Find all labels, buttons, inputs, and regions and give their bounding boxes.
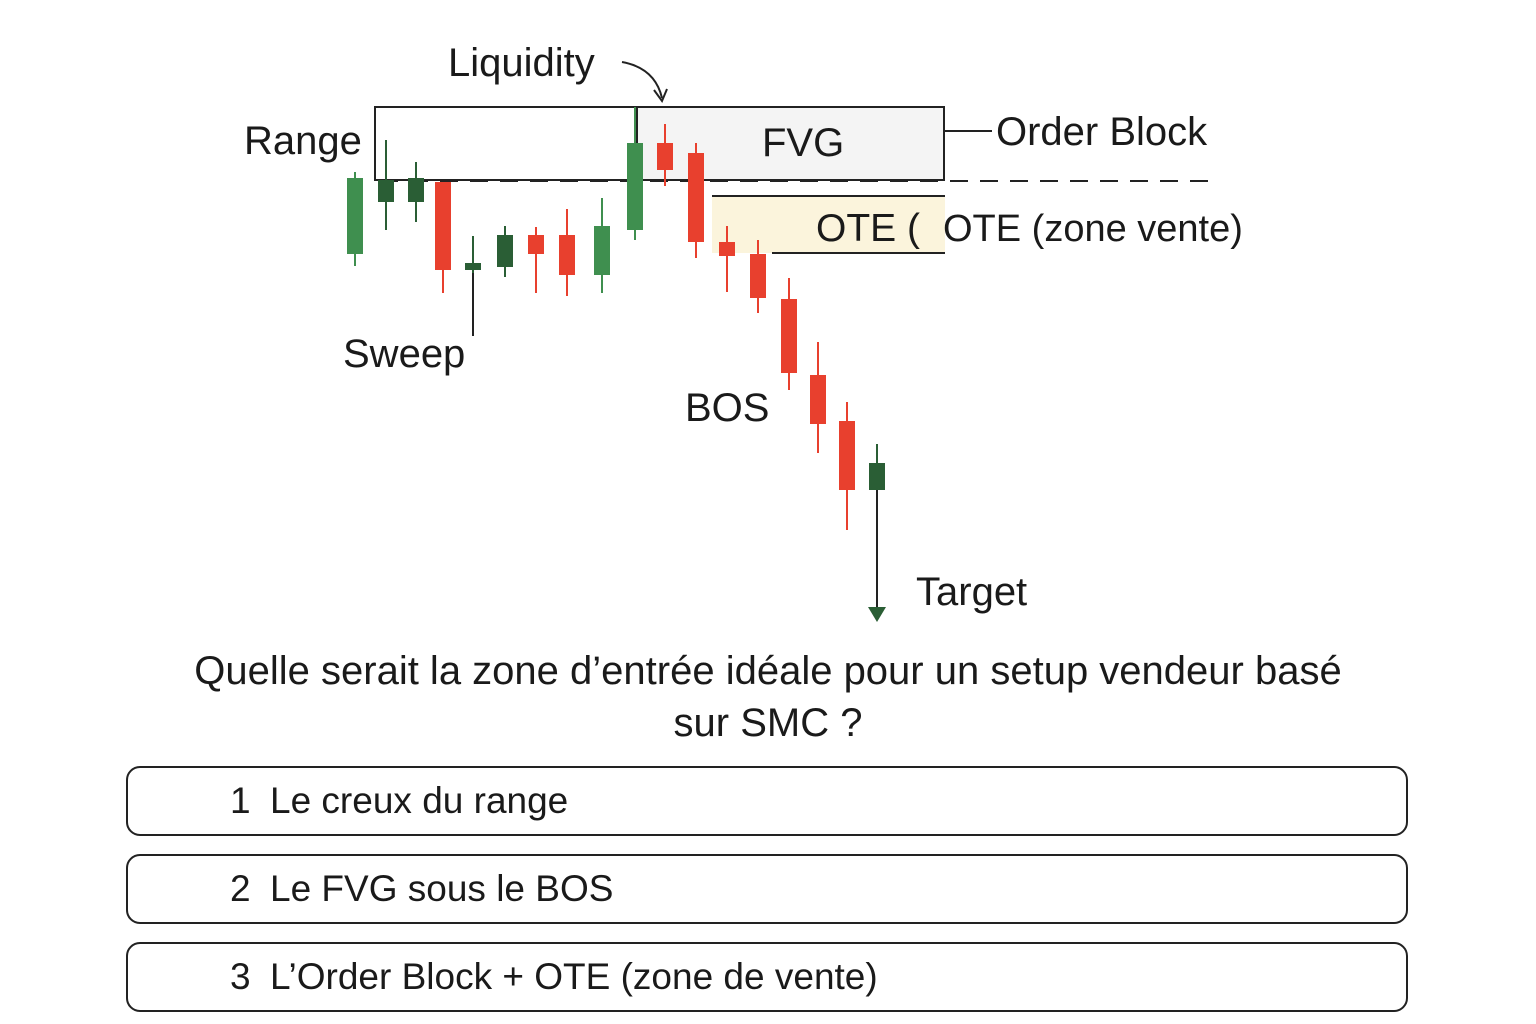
order-block-label: Order Block [996, 110, 1208, 154]
candle [497, 226, 513, 277]
candle [435, 182, 451, 293]
candle-body [719, 242, 735, 256]
candle-body [839, 421, 855, 490]
candle-body [528, 235, 544, 254]
choice-3[interactable]: 3 L’Order Block + OTE (zone de vente) [126, 942, 1408, 1012]
liquidity-arrow-head [653, 88, 668, 104]
candle-body [869, 463, 885, 490]
candle [594, 198, 610, 293]
candle-body [435, 182, 451, 270]
candle [347, 172, 363, 266]
choice-1-label: Le creux du range [270, 780, 569, 821]
candle [688, 143, 704, 258]
sweep-label: Sweep [343, 332, 465, 376]
candle [750, 240, 766, 313]
candle-body [657, 143, 673, 170]
candle [869, 444, 885, 490]
candle-body [347, 178, 363, 254]
candle-body [408, 178, 424, 202]
ote-label: OTE ( [816, 207, 920, 250]
range-box [374, 106, 636, 181]
candle-body [465, 263, 481, 270]
target-arrow-head [868, 607, 886, 622]
liquidity-label: Liquidity [448, 41, 595, 85]
candle-body [781, 299, 797, 373]
ote-zone-label: OTE (zone vente) [943, 208, 1243, 250]
target-label: Target [916, 570, 1027, 614]
candle-body [688, 153, 704, 242]
candle-body [378, 180, 394, 202]
candle-body [627, 143, 643, 230]
question-text: Quelle serait la zone d’entrée idéale po… [120, 645, 1416, 749]
bos-label: BOS [685, 386, 769, 430]
candle [627, 107, 643, 240]
choice-2-number: 2 [230, 868, 251, 909]
candle [839, 402, 855, 530]
candle-body [810, 375, 826, 424]
fvg-label: FVG [762, 121, 844, 165]
liquidity-arrow [621, 61, 663, 99]
choice-3-label: L’Order Block + OTE (zone de vente) [270, 956, 878, 997]
choice-1[interactable]: 1 Le creux du range [126, 766, 1408, 836]
candle-body [559, 235, 575, 275]
range-label: Range [244, 119, 362, 163]
choice-2-label: Le FVG sous le BOS [270, 868, 614, 909]
choice-3-number: 3 [230, 956, 251, 997]
ote-zone [712, 196, 945, 253]
candle-body [594, 226, 610, 275]
question-line-1: Quelle serait la zone d’entrée idéale po… [194, 649, 1342, 693]
smc-diagram: Liquidity Range FVG Order Block OTE ( OT… [244, 41, 1243, 622]
question-line-2: sur SMC ? [673, 701, 863, 745]
choice-2[interactable]: 2 Le FVG sous le BOS [126, 854, 1408, 924]
candle [559, 209, 575, 296]
candle [465, 236, 481, 273]
candle-body [497, 235, 513, 267]
choice-1-number: 1 [230, 780, 251, 821]
candle [810, 342, 826, 453]
candle [528, 227, 544, 293]
candle-body [750, 254, 766, 298]
candle [378, 140, 394, 230]
candle [781, 278, 797, 390]
candles [347, 107, 885, 530]
candle [719, 226, 735, 292]
candle [657, 124, 673, 186]
candle [408, 162, 424, 222]
